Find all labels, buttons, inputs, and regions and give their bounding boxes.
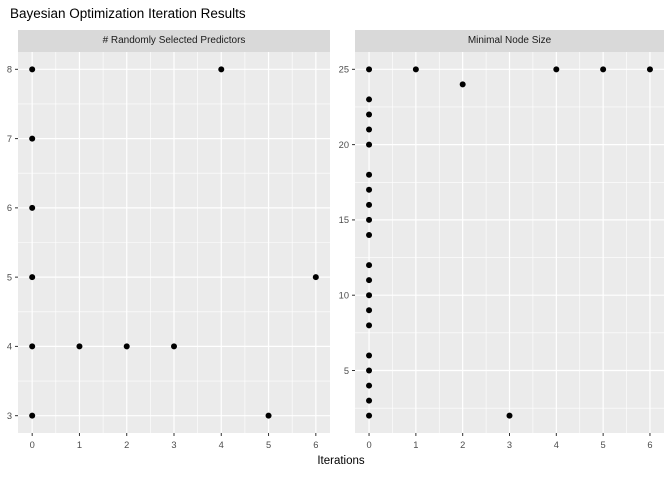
y-tick-label: 5 (7, 272, 12, 282)
data-point (366, 292, 373, 299)
data-point (366, 216, 373, 223)
data-point (29, 204, 36, 211)
data-point (366, 126, 373, 133)
data-point (366, 367, 373, 374)
y-tick-label: 15 (339, 215, 349, 225)
data-point (366, 96, 373, 103)
data-point (366, 277, 373, 284)
data-point (366, 352, 373, 359)
x-tick-label: 5 (601, 440, 606, 450)
x-axis-title: Iterations (317, 455, 365, 467)
data-point (366, 382, 373, 389)
y-tick-label: 4 (7, 342, 12, 352)
data-point (366, 231, 373, 238)
data-point (366, 412, 373, 419)
data-point (29, 343, 36, 350)
data-point (312, 274, 319, 281)
x-tick-label: 1 (413, 440, 418, 450)
x-tick-label: 0 (30, 440, 35, 450)
data-point (366, 141, 373, 148)
chart-title: Bayesian Optimization Iteration Results (10, 6, 246, 21)
data-point (459, 81, 466, 88)
facet-strip-node-size: Minimal Node Size (355, 30, 664, 52)
y-tick-label: 20 (339, 140, 349, 150)
x-tick-label: 2 (124, 440, 129, 450)
x-tick-label: 3 (171, 440, 176, 450)
x-tick-label: 6 (313, 440, 318, 450)
y-tick-label: 5 (344, 366, 349, 376)
data-point (366, 262, 373, 269)
facet-strip-predictors: # Randomly Selected Predictors (18, 30, 330, 52)
x-tick-label: 5 (266, 440, 271, 450)
data-point (366, 322, 373, 329)
y-tick-label: 25 (339, 65, 349, 75)
data-point (506, 412, 513, 419)
data-point (553, 66, 560, 73)
data-point (600, 66, 607, 73)
data-point (76, 343, 83, 350)
data-point (366, 186, 373, 193)
data-point (646, 66, 653, 73)
y-tick-label: 10 (339, 291, 349, 301)
data-point (366, 201, 373, 208)
y-tick-label: 6 (7, 203, 12, 213)
data-point (366, 307, 373, 314)
data-point (29, 412, 36, 419)
y-tick-label: 8 (7, 65, 12, 75)
x-tick-label: 4 (219, 440, 224, 450)
data-point (123, 343, 130, 350)
x-tick-label: 2 (460, 440, 465, 450)
data-point (265, 412, 272, 419)
y-tick-label: 3 (7, 411, 12, 421)
x-tick-label: 6 (647, 440, 652, 450)
data-point (218, 66, 225, 73)
y-tick-label: 7 (7, 134, 12, 144)
data-point (29, 274, 36, 281)
data-point (366, 397, 373, 404)
data-point (29, 135, 36, 142)
data-point (171, 343, 177, 350)
x-tick-label: 1 (77, 440, 82, 450)
data-point (29, 66, 36, 73)
x-tick-label: 3 (507, 440, 512, 450)
data-point (412, 66, 419, 73)
data-point (366, 66, 373, 73)
data-point (366, 111, 373, 118)
x-tick-label: 0 (366, 440, 371, 450)
data-point (366, 171, 373, 178)
x-tick-label: 4 (554, 440, 559, 450)
